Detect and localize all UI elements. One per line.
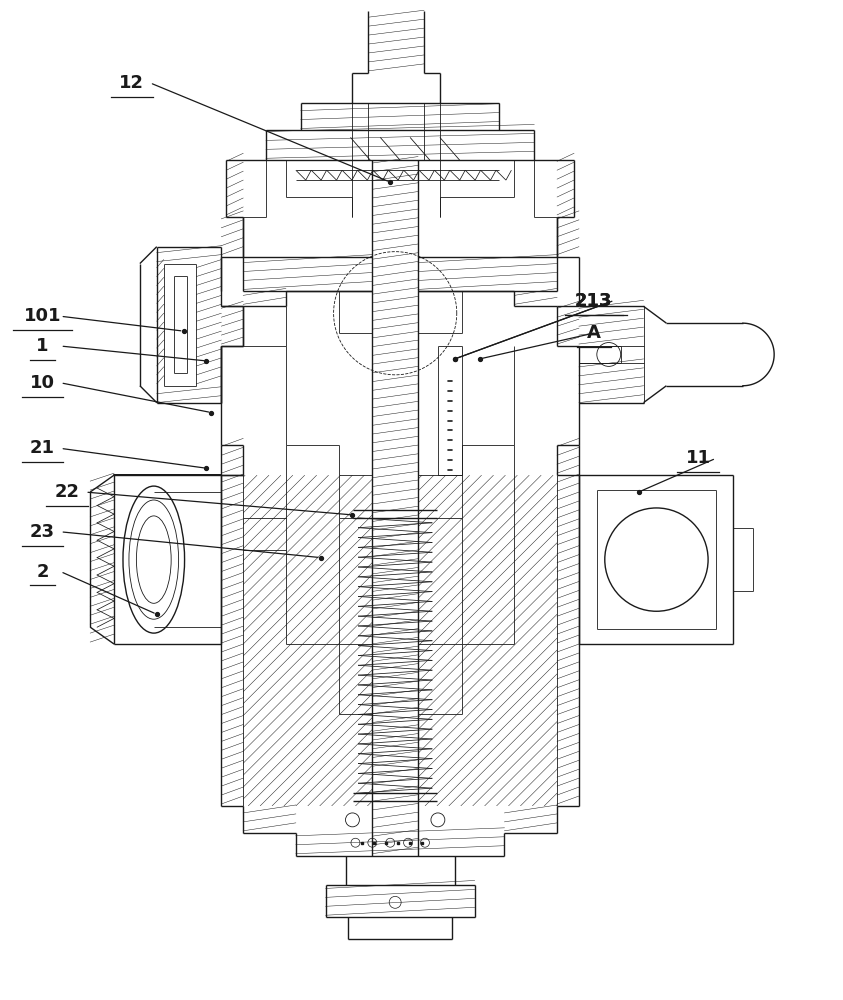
Text: 2: 2	[36, 563, 49, 581]
Text: 21: 21	[30, 439, 55, 457]
Text: 11: 11	[685, 449, 711, 467]
Text: 1: 1	[36, 337, 49, 355]
Text: 23: 23	[30, 523, 55, 541]
Text: 101: 101	[24, 307, 62, 325]
Text: A: A	[587, 324, 601, 342]
Text: 213: 213	[575, 292, 613, 310]
Text: 213: 213	[575, 292, 613, 310]
Text: 12: 12	[120, 74, 144, 92]
Text: 10: 10	[30, 374, 55, 392]
Text: 22: 22	[55, 483, 80, 501]
